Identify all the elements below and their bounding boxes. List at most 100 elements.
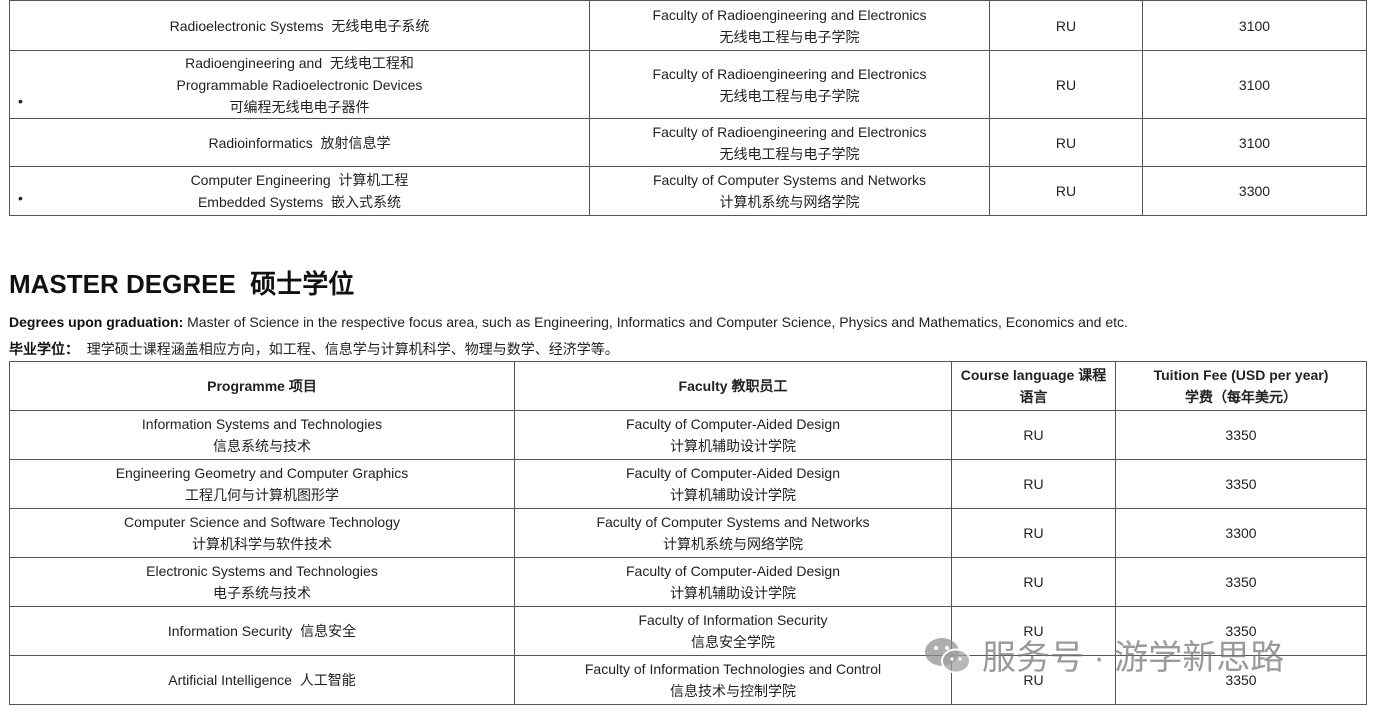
programme-text: 可编程无线电电子器件 xyxy=(229,98,370,115)
fee-text: 3350 xyxy=(1225,623,1257,639)
header-cell: Faculty 教职员工 xyxy=(514,361,952,411)
header-text: Course language 课程语言 xyxy=(960,367,1107,405)
faculty-text: Faculty of Information Security xyxy=(638,612,828,628)
faculty-text: Faculty of Radioengineering and Electron… xyxy=(652,6,927,23)
faculty-text: 信息技术与控制学院 xyxy=(670,683,796,699)
programme-cell: Artificial Intelligence 人工智能 xyxy=(9,655,515,705)
programme-text: Information Security 信息安全 xyxy=(167,623,357,639)
programme-cell: Computer Engineering 计算机工程 Embedded Syste… xyxy=(9,166,590,216)
table-row: Radioinformatics 放射信息学 Faculty of Radioen… xyxy=(9,118,1367,167)
programme-cell: Engineering Geometry and Computer Graphi… xyxy=(9,459,515,509)
language-text: RU xyxy=(1023,427,1044,443)
programme-cell: Information Systems and Technologies 信息系统… xyxy=(9,410,515,460)
header-text: Faculty 教职员工 xyxy=(678,378,788,394)
fee-cell: 3300 xyxy=(1142,166,1367,216)
language-text: RU xyxy=(1023,476,1044,492)
programme-cell: Radioelectronic Systems 无线电电子系统 xyxy=(9,0,590,51)
faculty-cell: Faculty of Computer-Aided Design 计算机辅助设计学… xyxy=(514,410,952,460)
degrees-line-cn: 毕业学位： 理学硕士课程涵盖相应方向，如工程、信息学与计算机科学、物理与数学、经… xyxy=(9,339,619,359)
header-cell: Tuition Fee (USD per year) 学费（每年美元） xyxy=(1115,361,1367,411)
table-row: Computer Science and Software Technology… xyxy=(9,508,1367,558)
fee-text: 3350 xyxy=(1225,574,1257,590)
faculty-cell: Faculty of Information Security 信息安全学院 xyxy=(514,606,952,656)
table-row: Computer Engineering 计算机工程 Embedded Syste… xyxy=(9,166,1367,216)
language-cell: RU xyxy=(951,508,1116,558)
language-cell: RU xyxy=(951,655,1116,705)
language-text: RU xyxy=(1055,76,1077,93)
faculty-text: 无线电工程与电子学院 xyxy=(719,28,860,45)
master-table: Programme 项目 Faculty 教职员工 Course language … xyxy=(9,361,1367,705)
faculty-text: Faculty of Computer-Aided Design xyxy=(626,416,840,432)
fee-cell: 3350 xyxy=(1115,557,1367,607)
faculty-cell: Faculty of Computer Systems and Networks… xyxy=(589,166,990,216)
table-row: Engineering Geometry and Computer Graphi… xyxy=(9,459,1367,509)
faculty-text: Faculty of Radioengineering and Electron… xyxy=(652,65,927,82)
table-row: Radioengineering and 无线电工程和 Programmable … xyxy=(9,50,1367,119)
language-cell: RU xyxy=(989,118,1143,167)
header-text: Programme 项目 xyxy=(207,378,317,394)
programme-cell: Computer Science and Software Technology… xyxy=(9,508,515,558)
header-text: Tuition Fee (USD per year) xyxy=(1153,367,1329,383)
faculty-text: Faculty of Information Technologies and … xyxy=(584,661,882,677)
programme-cell: Electronic Systems and Technologies 电子系统与… xyxy=(9,557,515,607)
language-cell: RU xyxy=(989,50,1143,119)
section-title: MASTER DEGREE 硕士学位 xyxy=(9,269,355,299)
fee-text: 3100 xyxy=(1238,17,1271,34)
table-row: Information Systems and Technologies 信息系统… xyxy=(9,410,1367,460)
faculty-text: 无线电工程与电子学院 xyxy=(719,87,860,104)
programme-text: Electronic Systems and Technologies xyxy=(146,563,378,579)
language-text: RU xyxy=(1023,574,1044,590)
faculty-cell: Faculty of Information Technologies and … xyxy=(514,655,952,705)
faculty-cell: Faculty of Radioengineering and Electron… xyxy=(589,0,990,51)
fee-text: 3350 xyxy=(1225,427,1257,443)
faculty-text: 计算机辅助设计学院 xyxy=(670,487,796,503)
programme-text: Radioinformatics 放射信息学 xyxy=(208,134,391,151)
fee-text: 3300 xyxy=(1225,525,1257,541)
fee-text: 3300 xyxy=(1238,183,1271,199)
faculty-text: Faculty of Radioengineering and Electron… xyxy=(652,123,927,140)
faculty-cell: Faculty of Computer-Aided Design 计算机辅助设计学… xyxy=(514,557,952,607)
degrees-label-cn: 毕业学位： xyxy=(9,341,79,357)
fee-text: 3350 xyxy=(1225,672,1257,688)
language-text: RU xyxy=(1023,623,1044,639)
language-text: RU xyxy=(1055,17,1077,34)
language-cell: RU xyxy=(951,410,1116,460)
fee-cell: 3350 xyxy=(1115,410,1367,460)
faculty-text: 计算机系统与网络学院 xyxy=(663,536,803,552)
faculty-text: Faculty of Computer Systems and Networks xyxy=(652,172,927,188)
programme-text: 工程几何与计算机图形学 xyxy=(185,487,339,503)
language-cell: RU xyxy=(951,557,1116,607)
faculty-text: 计算机辅助设计学院 xyxy=(670,438,796,454)
header-cell: Course language 课程语言 xyxy=(951,361,1116,411)
wechat-icon xyxy=(925,637,971,673)
programme-text: Engineering Geometry and Computer Graphi… xyxy=(115,465,409,481)
language-text: RU xyxy=(1023,525,1044,541)
header-text: 学费（每年美元） xyxy=(1185,389,1297,405)
table-row: Artificial Intelligence 人工智能 Faculty of I… xyxy=(9,655,1367,705)
fee-text: 3100 xyxy=(1238,134,1271,151)
faculty-text: 计算机系统与网络学院 xyxy=(719,194,860,210)
faculty-text: Faculty of Computer Systems and Networks xyxy=(596,514,870,530)
faculty-cell: Faculty of Computer Systems and Networks… xyxy=(514,508,952,558)
degrees-line: Degrees upon graduation: Master of Scien… xyxy=(9,314,1128,330)
fee-cell: 3100 xyxy=(1142,50,1367,119)
faculty-cell: Faculty of Radioengineering and Electron… xyxy=(589,118,990,167)
language-text: RU xyxy=(1055,183,1077,199)
language-cell: RU xyxy=(951,459,1116,509)
programme-text: Programmable Radioelectronic Devices xyxy=(176,76,423,93)
programme-text: Radioelectronic Systems 无线电电子系统 xyxy=(169,17,430,34)
language-cell: RU xyxy=(989,0,1143,51)
bachelor-table: Radioelectronic Systems 无线电电子系统 Faculty o… xyxy=(9,0,1367,216)
watermark: 服务号 · 游学新思路 xyxy=(922,630,1284,679)
fee-cell: 3350 xyxy=(1115,655,1367,705)
faculty-cell: Faculty of Radioengineering and Electron… xyxy=(589,50,990,119)
programme-cell: Information Security 信息安全 xyxy=(9,606,515,656)
fee-text: 3350 xyxy=(1225,476,1257,492)
fee-cell: 3100 xyxy=(1142,0,1367,51)
language-text: RU xyxy=(1055,134,1077,151)
language-cell: RU xyxy=(989,166,1143,216)
fee-cell: 3100 xyxy=(1142,118,1367,167)
faculty-text: Faculty of Computer-Aided Design xyxy=(626,465,840,481)
degrees-text: Master of Science in the respective focu… xyxy=(187,314,1128,330)
